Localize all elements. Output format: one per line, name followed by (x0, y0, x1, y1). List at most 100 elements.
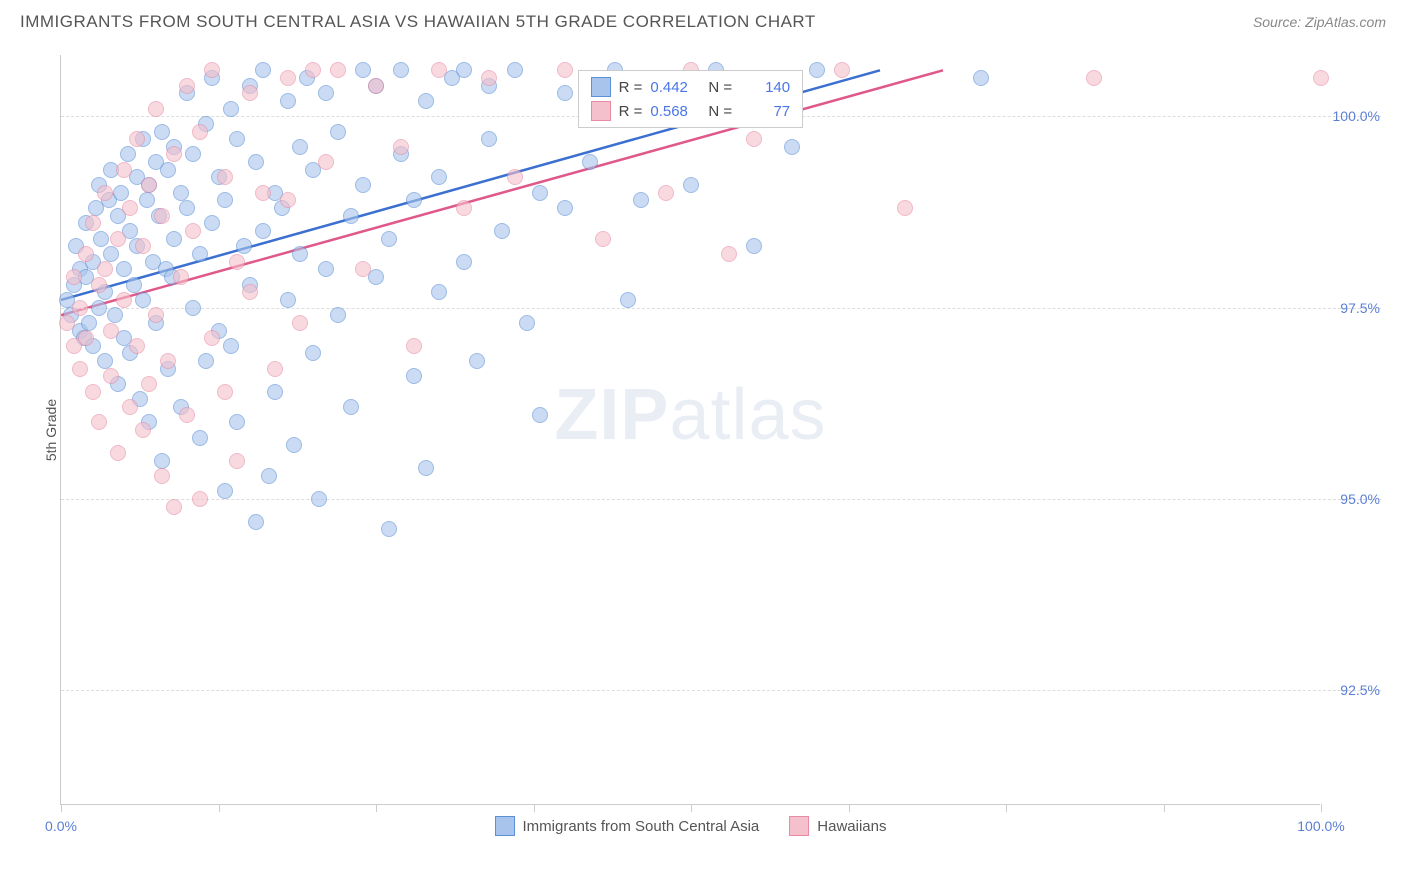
x-tick (219, 804, 220, 812)
scatter-point (418, 93, 434, 109)
scatter-point (746, 131, 762, 147)
scatter-point (280, 93, 296, 109)
scatter-point (456, 200, 472, 216)
source-name: ZipAtlas.com (1305, 14, 1386, 30)
scatter-point (229, 254, 245, 270)
scatter-point (784, 139, 800, 155)
y-tick-label: 100.0% (1333, 108, 1380, 124)
scatter-point (229, 453, 245, 469)
scatter-point (85, 215, 101, 231)
scatter-point (154, 453, 170, 469)
scatter-point (519, 315, 535, 331)
scatter-point (110, 231, 126, 247)
x-tick-label: 0.0% (45, 818, 77, 834)
scatter-point (217, 169, 233, 185)
scatter-point (72, 300, 88, 316)
scatter-point (236, 238, 252, 254)
source-label: Source: (1253, 14, 1305, 30)
scatter-point (456, 254, 472, 270)
scatter-point (248, 154, 264, 170)
scatter-point (248, 514, 264, 530)
scatter-point (343, 399, 359, 415)
scatter-point (418, 460, 434, 476)
scatter-point (242, 85, 258, 101)
scatter-point (116, 261, 132, 277)
scatter-point (217, 192, 233, 208)
scatter-point (381, 231, 397, 247)
scatter-point (126, 277, 142, 293)
scatter-point (507, 169, 523, 185)
scatter-point (141, 376, 157, 392)
n-value: 140 (740, 79, 790, 96)
scatter-point (135, 422, 151, 438)
scatter-point (532, 407, 548, 423)
scatter-point (557, 85, 573, 101)
series-legend-item: Immigrants from South Central Asia (495, 816, 760, 836)
scatter-point (507, 62, 523, 78)
scatter-point (135, 292, 151, 308)
scatter-point (557, 62, 573, 78)
scatter-point (431, 62, 447, 78)
scatter-point (154, 468, 170, 484)
series-legend: Immigrants from South Central Asia Hawaii… (495, 816, 887, 836)
scatter-point (185, 146, 201, 162)
legend-swatch (789, 816, 809, 836)
scatter-point (406, 368, 422, 384)
scatter-point (280, 192, 296, 208)
scatter-point (267, 384, 283, 400)
scatter-point (160, 353, 176, 369)
stats-legend-row: R =0.442N =140 (591, 77, 791, 97)
scatter-point (318, 261, 334, 277)
scatter-point (582, 154, 598, 170)
scatter-point (139, 192, 155, 208)
scatter-point (135, 238, 151, 254)
scatter-point (192, 430, 208, 446)
scatter-point (122, 200, 138, 216)
stats-legend-row: R =0.568N =77 (591, 101, 791, 121)
scatter-point (116, 162, 132, 178)
scatter-point (113, 185, 129, 201)
scatter-point (431, 284, 447, 300)
stats-legend: R =0.442N =140 R =0.568N =77 (578, 70, 804, 128)
scatter-point (179, 78, 195, 94)
source-credit: Source: ZipAtlas.com (1253, 14, 1386, 30)
legend-swatch (591, 77, 611, 97)
scatter-point (103, 368, 119, 384)
scatter-point (59, 315, 75, 331)
series-legend-item: Hawaiians (789, 816, 886, 836)
scatter-point (204, 330, 220, 346)
scatter-point (897, 200, 913, 216)
r-label: R = (619, 103, 643, 120)
scatter-point (185, 223, 201, 239)
scatter-point (292, 139, 308, 155)
x-tick-label: 100.0% (1297, 818, 1344, 834)
scatter-point (78, 246, 94, 262)
scatter-point (204, 62, 220, 78)
scatter-point (721, 246, 737, 262)
chart-area: 5th Grade ZIPatlas 92.5%95.0%97.5%100.0%… (60, 55, 1380, 805)
scatter-point (305, 62, 321, 78)
scatter-point (129, 131, 145, 147)
scatter-point (91, 414, 107, 430)
chart-header: IMMIGRANTS FROM SOUTH CENTRAL ASIA VS HA… (0, 0, 1406, 40)
scatter-point (280, 70, 296, 86)
scatter-point (255, 62, 271, 78)
scatter-point (318, 154, 334, 170)
scatter-point (72, 361, 88, 377)
scatter-point (305, 345, 321, 361)
scatter-point (343, 208, 359, 224)
scatter-point (355, 62, 371, 78)
scatter-point (242, 284, 258, 300)
scatter-point (192, 124, 208, 140)
scatter-point (120, 146, 136, 162)
scatter-point (192, 246, 208, 262)
scatter-point (223, 338, 239, 354)
scatter-point (973, 70, 989, 86)
legend-swatch (591, 101, 611, 121)
scatter-point (85, 384, 101, 400)
scatter-point (1086, 70, 1102, 86)
scatter-point (97, 261, 113, 277)
scatter-point (91, 277, 107, 293)
n-value: 77 (740, 103, 790, 120)
regression-line (61, 70, 943, 315)
